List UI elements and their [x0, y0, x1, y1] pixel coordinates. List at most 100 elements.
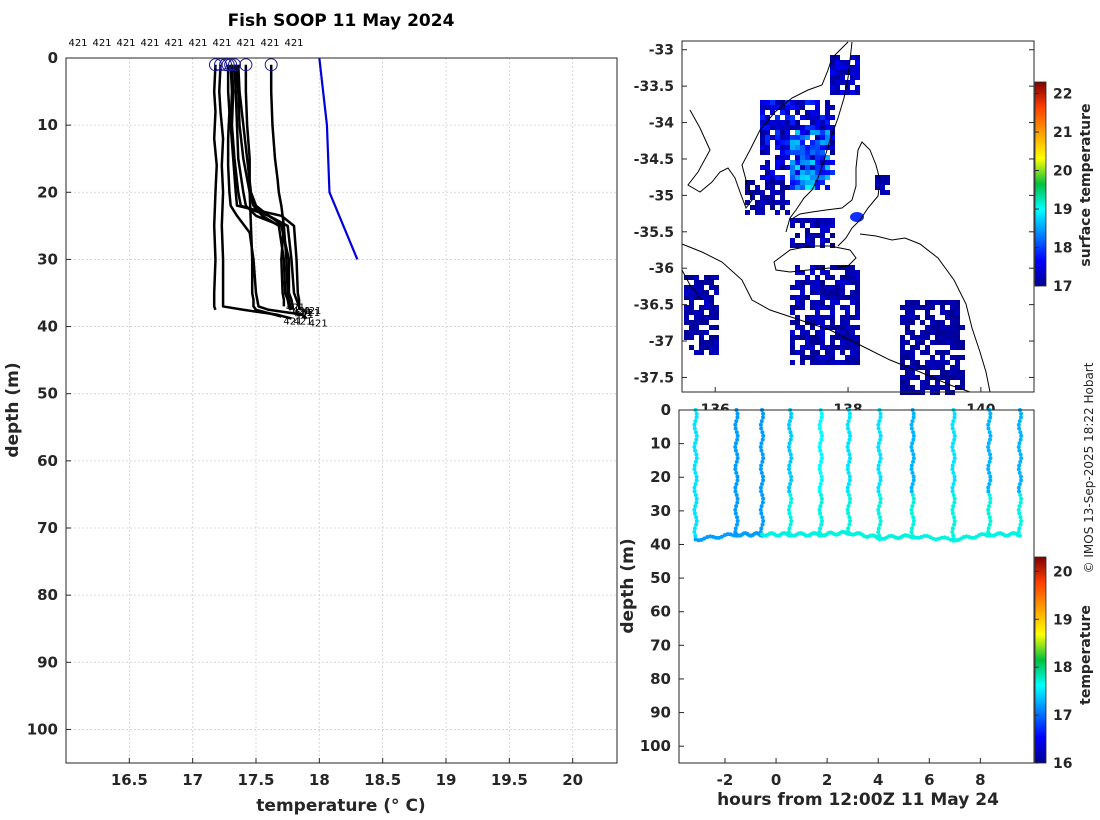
sst-pixel	[920, 380, 925, 385]
sst-pixel	[765, 125, 770, 130]
sst-pixel	[825, 120, 830, 125]
cast-point	[846, 419, 851, 424]
cast-point	[952, 515, 957, 520]
sst-pixel	[845, 360, 850, 365]
cast-point	[909, 485, 914, 490]
surface-markers	[208, 58, 278, 72]
sst-pixel	[930, 315, 935, 320]
sst-pixel	[795, 165, 800, 170]
sst-pixel	[955, 315, 960, 320]
sst-pixel	[840, 275, 845, 280]
sst-pixel	[830, 90, 835, 95]
sst-pixel	[910, 335, 915, 340]
sst-pixel	[800, 350, 805, 355]
colorbar-tick-label: 17	[1053, 708, 1072, 724]
sst-pixel	[830, 325, 835, 330]
colorbar-tick-label: 19	[1053, 612, 1072, 628]
cast-point	[877, 481, 882, 486]
sst-pixel	[800, 155, 805, 160]
cast-point	[988, 437, 993, 442]
lat-tick-label: -33	[649, 43, 674, 59]
cast-point	[846, 441, 851, 446]
sst-colorbar-label: surface temperature	[1078, 103, 1094, 266]
cast-point	[952, 522, 957, 527]
sst-pixel	[940, 365, 945, 370]
cast-point	[878, 515, 883, 520]
sst-pixel	[775, 200, 780, 205]
cast-point	[876, 426, 881, 431]
cast-point	[789, 478, 794, 483]
cast-point	[987, 515, 992, 520]
sst-pixel	[684, 305, 689, 310]
cast-point	[845, 444, 850, 449]
cast-point	[786, 507, 791, 512]
sst-pixel	[885, 175, 890, 180]
x-tick-label: -2	[717, 771, 734, 789]
sst-pixel	[830, 145, 835, 150]
sst-pixel	[955, 330, 960, 335]
sst-pixel	[820, 345, 825, 350]
cast-point	[819, 433, 824, 438]
sst-pixel	[830, 170, 835, 175]
sst-pixel	[694, 325, 699, 330]
sst-pixel	[750, 195, 755, 200]
lat-tick-label: -35.5	[634, 225, 674, 241]
sst-pixel	[810, 125, 815, 130]
cast-point	[988, 478, 993, 483]
sst-pixel	[875, 175, 880, 180]
sst-pixel	[910, 385, 915, 390]
sst-pixel	[810, 305, 815, 310]
sst-pixel	[815, 320, 820, 325]
cast-point	[987, 522, 992, 527]
sst-pixel	[790, 160, 795, 165]
cast-point	[847, 493, 852, 498]
cast-point	[911, 452, 916, 457]
cast-point	[846, 504, 851, 509]
sst-pixel	[835, 80, 840, 85]
cast-point	[952, 500, 957, 505]
cast-point	[910, 470, 915, 475]
sst-pixel	[750, 205, 755, 210]
cast-point	[846, 526, 851, 531]
profile-line	[269, 64, 286, 307]
sst-pixel	[770, 195, 775, 200]
sst-pixel	[930, 355, 935, 360]
cast-point	[692, 463, 697, 468]
cast-point	[876, 448, 881, 453]
sst-pixel	[750, 190, 755, 195]
sst-pixel	[905, 315, 910, 320]
cast-point	[950, 507, 955, 512]
sst-pixel	[935, 330, 940, 335]
transit-point	[719, 534, 724, 539]
sst-pixel	[875, 180, 880, 185]
cast-point	[693, 419, 698, 424]
sst-pixel	[925, 375, 930, 380]
profile-end-label: 421	[292, 306, 311, 317]
cast-point	[819, 415, 824, 420]
colorbar-tick-label: 22	[1053, 87, 1072, 103]
cast-point	[878, 456, 883, 461]
sst-pixel	[760, 200, 765, 205]
cast-point	[1016, 467, 1021, 472]
x-tick-label: 0	[771, 771, 781, 789]
sst-pixel	[820, 125, 825, 130]
sst-pixel	[714, 325, 719, 330]
profile-y-label: depth (m)	[3, 362, 23, 457]
cast-point	[1018, 430, 1023, 435]
sst-pixel	[820, 320, 825, 325]
cast-point	[845, 426, 850, 431]
profile-line	[229, 64, 302, 311]
y-tick-label: 100	[640, 737, 671, 755]
sst-pixel	[745, 185, 750, 190]
sst-pixel	[855, 75, 860, 80]
cast-point	[789, 518, 794, 523]
sst-pixel	[940, 385, 945, 390]
sst-pixel	[930, 300, 935, 305]
sst-pixel	[825, 125, 830, 130]
y-tick-label: 50	[37, 385, 58, 403]
sst-pixel	[820, 270, 825, 275]
cast-point	[819, 437, 824, 442]
top-label: 421	[164, 38, 183, 49]
profile-x-label: temperature (° C)	[256, 796, 425, 816]
sst-pixel	[835, 75, 840, 80]
